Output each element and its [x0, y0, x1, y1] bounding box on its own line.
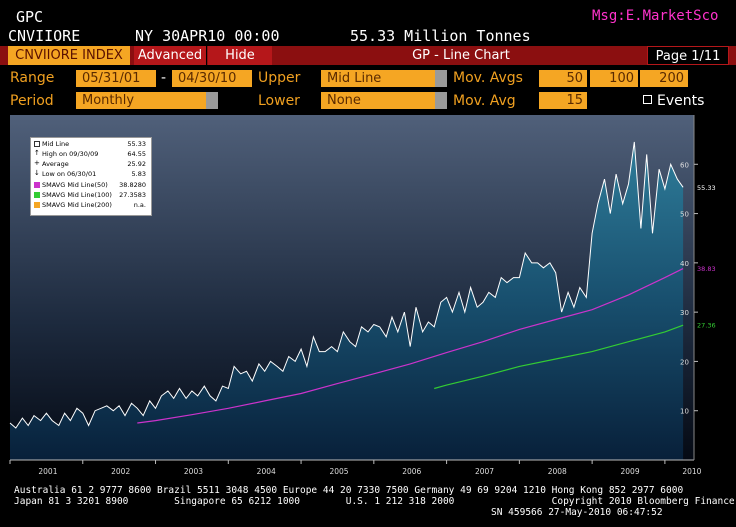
- chart-legend: Mid Line 55.33 ↑ High on 09/30/09 64.55 …: [30, 137, 152, 216]
- footer-contacts-line1: Australia 61 2 9777 8600 Brazil 5511 304…: [14, 485, 684, 496]
- legend-item: + Average 25.92: [34, 159, 146, 169]
- mov-avg-2-field[interactable]: 100: [590, 70, 638, 87]
- range-end-field[interactable]: 04/30/10: [172, 70, 252, 87]
- message-indicator[interactable]: Msg:E.MarketSco: [592, 8, 719, 24]
- lower-select[interactable]: None: [321, 92, 447, 109]
- x-tick-label: 2010: [682, 467, 701, 476]
- tab-advanced[interactable]: Advanced: [134, 46, 207, 65]
- legend-item: SMAVG Mid Line(100) 27.3583: [34, 191, 148, 200]
- legend-item: SMAVG Mid Line(200) n.a.: [34, 201, 148, 210]
- mov-avgs-label: Mov. Avgs: [453, 70, 523, 86]
- smavg-50-series: [137, 268, 684, 424]
- range-start-field[interactable]: 05/31/01: [76, 70, 156, 87]
- legend-item: ↑ High on 09/30/09 64.55: [34, 149, 146, 159]
- period-select[interactable]: Monthly: [76, 92, 218, 109]
- ticker: CNVIIORE: [8, 27, 81, 45]
- events-label: Events: [657, 93, 705, 109]
- range-separator: -: [161, 70, 167, 86]
- square-icon: [34, 141, 40, 147]
- y-tick-label: 10: [680, 408, 689, 416]
- last-value-label: 38.83: [697, 265, 716, 273]
- datetime: NY 30APR10 00:00: [135, 27, 280, 45]
- footer-contacts-line2: Japan 81 3 3201 8900 Singapore 65 6212 1…: [14, 496, 736, 507]
- footer-serial: SN 459566 27-May-2010 06:47:52: [491, 507, 663, 518]
- dropdown-arrow-icon[interactable]: [435, 70, 447, 87]
- mov-avg-label: Mov. Avg: [453, 93, 516, 109]
- square-icon: [34, 192, 40, 198]
- legend-item: ↓ Low on 06/30/01 5.83: [34, 169, 146, 179]
- x-tick-label: 2002: [111, 467, 130, 476]
- y-tick-label: 60: [680, 161, 689, 169]
- lower-select-value: None: [327, 93, 361, 108]
- mid-line-area: [10, 141, 684, 460]
- mov-avg-1-field[interactable]: 50: [539, 70, 587, 87]
- tab-security-index[interactable]: CNVIIORE INDEX: [8, 46, 130, 65]
- high-marker-icon: ↑: [34, 149, 40, 157]
- value-label-bg: [696, 263, 716, 273]
- upper-label: Upper: [258, 70, 301, 86]
- chart-title: GP - Line Chart: [412, 48, 510, 63]
- x-tick-label: 2001: [38, 467, 57, 476]
- square-icon: [34, 182, 40, 188]
- x-tick-label: 2003: [184, 467, 203, 476]
- last-value-label: 55.33: [697, 184, 716, 192]
- average-marker-icon: +: [34, 159, 40, 167]
- range-label: Range: [10, 70, 55, 86]
- period-select-value: Monthly: [82, 93, 135, 108]
- dropdown-arrow-icon[interactable]: [435, 92, 447, 109]
- last-value: 55.33 Million Tonnes: [350, 27, 531, 45]
- legend-item: SMAVG Mid Line(50) 38.8280: [34, 181, 148, 190]
- value-label-bg: [696, 182, 716, 192]
- x-tick-label: 2007: [475, 467, 494, 476]
- low-marker-icon: ↓: [34, 169, 40, 177]
- x-tick-label: 2004: [257, 467, 276, 476]
- events-checkbox[interactable]: [643, 95, 652, 104]
- y-tick-label: 20: [680, 358, 689, 366]
- value-label-bg: [696, 320, 716, 330]
- y-tick-label: 30: [680, 309, 689, 317]
- mov-avg-3-field[interactable]: 200: [640, 70, 688, 87]
- hide-button[interactable]: Hide: [208, 46, 272, 65]
- x-tick-label: 2006: [402, 467, 421, 476]
- legend-item: Mid Line 55.33: [34, 140, 148, 149]
- y-tick-label: 50: [680, 211, 689, 219]
- page-indicator: Page 1/11: [647, 46, 729, 65]
- smavg-100-series: [434, 324, 684, 390]
- upper-select-value: Mid Line: [327, 71, 382, 86]
- mid-line-series: [9, 141, 684, 429]
- square-icon: [34, 202, 40, 208]
- lower-label: Lower: [258, 93, 300, 109]
- period-label: Period: [10, 93, 54, 109]
- function-code: GPC: [16, 8, 44, 26]
- x-tick-label: 2005: [329, 467, 348, 476]
- last-value-label: 27.36: [697, 322, 716, 330]
- dropdown-arrow-icon[interactable]: [206, 92, 218, 109]
- upper-select[interactable]: Mid Line: [321, 70, 447, 87]
- x-tick-label: 2009: [621, 467, 640, 476]
- y-tick-label: 40: [680, 260, 689, 268]
- mov-avg-field[interactable]: 15: [539, 92, 587, 109]
- x-tick-label: 2008: [548, 467, 567, 476]
